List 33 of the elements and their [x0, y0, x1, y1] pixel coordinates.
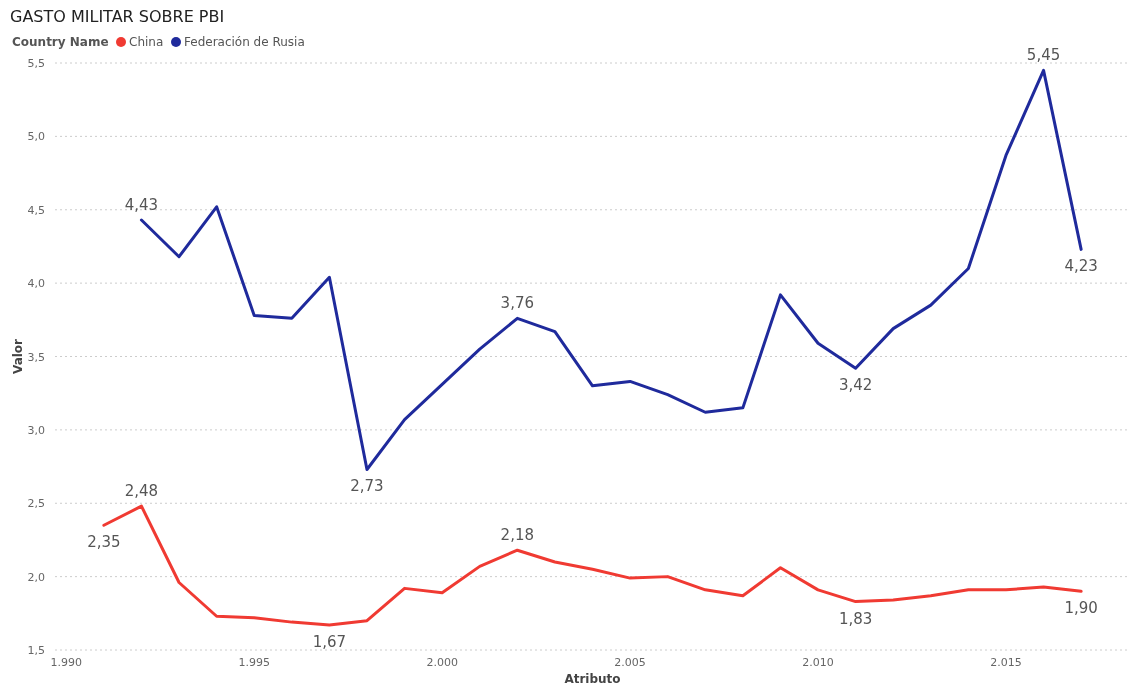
x-tick-label: 1.995 — [238, 656, 270, 669]
data-label: 1,83 — [838, 609, 873, 628]
x-tick-label: 2.015 — [990, 656, 1022, 669]
y-tick-label: 5,0 — [27, 130, 45, 144]
x-axis-title: Atributo — [564, 672, 621, 686]
data-label: 4,23 — [1064, 257, 1098, 276]
data-label: 3,76 — [500, 294, 535, 313]
x-tick-label: 1.990 — [50, 656, 83, 669]
data-label: 3,42 — [838, 376, 873, 395]
legend-title: Country Name — [12, 35, 109, 49]
data-label: 2,18 — [500, 526, 535, 545]
data-label: 2,48 — [124, 482, 159, 501]
data-label: 2,73 — [350, 477, 384, 496]
legend-label: China — [129, 35, 164, 49]
x-tick-label: 2.005 — [614, 656, 646, 669]
y-tick-label: 4,0 — [27, 277, 45, 291]
y-tick-label: 2,5 — [27, 497, 45, 511]
chart-title: GASTO MILITAR SOBRE PBI — [10, 7, 225, 26]
data-label: 1,90 — [1064, 599, 1098, 618]
data-label: 2,35 — [87, 533, 121, 552]
y-tick-label: 1,5 — [27, 644, 45, 657]
y-axis-title: Valor — [11, 338, 25, 375]
y-tick-label: 2,0 — [27, 570, 45, 584]
y-tick-label: 5,5 — [27, 57, 45, 70]
y-tick-label: 3,0 — [27, 423, 45, 437]
data-label: 4,43 — [124, 196, 159, 215]
y-tick-label: 4,5 — [27, 203, 45, 217]
x-tick-label: 2.000 — [426, 656, 458, 669]
y-tick-label: 3,5 — [27, 350, 45, 364]
data-label: 5,45 — [1026, 46, 1061, 65]
x-tick-label: 2.010 — [802, 656, 834, 669]
legend-label: Federación de Rusia — [184, 35, 305, 49]
data-label: 1,67 — [312, 633, 347, 652]
